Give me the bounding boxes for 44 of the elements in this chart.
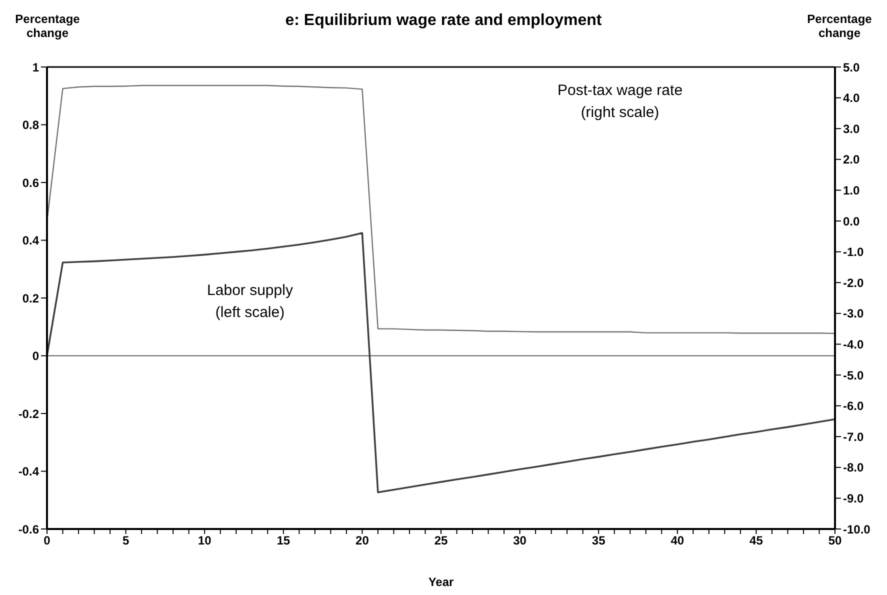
y2-tick-label: -3.0 [843, 306, 864, 321]
y2-tick-label: -1.0 [843, 245, 864, 260]
y-axis-title: Percentage change [14, 12, 81, 40]
y-tick-label: 0.8 [22, 118, 40, 132]
x-tick-label: 15 [276, 534, 290, 548]
x-tick-label: 25 [434, 534, 448, 548]
y2-tick-label: 1.0 [843, 183, 860, 198]
y-tick-label: -0.4 [18, 464, 40, 479]
y2-tick-label: -10.0 [843, 522, 871, 536]
y2-tick-label: -6.0 [843, 399, 864, 414]
y2-tick-label: -5.0 [843, 368, 864, 382]
line-series [47, 232, 835, 494]
y-tick-label: 0 [32, 349, 40, 364]
x-axis-title: Year [427, 575, 455, 589]
x-tick-label: 50 [828, 534, 842, 548]
y2-tick-label: -9.0 [843, 491, 864, 506]
y2-tick-label: 0.0 [843, 214, 860, 228]
chart-title: e: Equilibrium wage rate and employment [285, 12, 602, 29]
x-tick-label: 5 [122, 534, 130, 548]
line-series [47, 84, 835, 334]
x-tick-label: 0 [44, 534, 51, 548]
x-tick-label: 35 [592, 534, 606, 548]
y2-tick-label: 3.0 [843, 122, 860, 136]
y-tick-label: 0.4 [22, 234, 40, 248]
x-tick-label: 40 [670, 534, 684, 548]
y2-tick-label: 2.0 [843, 152, 860, 167]
y2-tick-label: 4.0 [843, 91, 860, 106]
x-tick-label: 30 [513, 534, 527, 548]
y2-axis-title: Percentage change [806, 12, 873, 40]
x-tick-label: 20 [356, 534, 370, 548]
x-tick-label: 10 [198, 534, 212, 548]
y-tick-label: 1 [32, 60, 40, 74]
x-tick-label: 45 [750, 534, 764, 548]
y2-tick-label: 5.0 [843, 60, 860, 74]
y-tick-label: 0.2 [22, 291, 40, 306]
y-tick-label: -0.2 [18, 406, 40, 421]
y2-tick-label: -7.0 [843, 430, 864, 444]
y-tick-label: 0.6 [22, 176, 40, 190]
y-tick-label: -0.6 [18, 522, 40, 536]
annotation: Post-tax wage rate (right scale) [556, 81, 684, 123]
annotation: Labor supply (left scale) [206, 281, 294, 323]
y2-tick-label: -2.0 [843, 276, 864, 290]
y2-tick-label: -8.0 [843, 460, 864, 475]
y2-tick-label: -4.0 [843, 337, 864, 352]
